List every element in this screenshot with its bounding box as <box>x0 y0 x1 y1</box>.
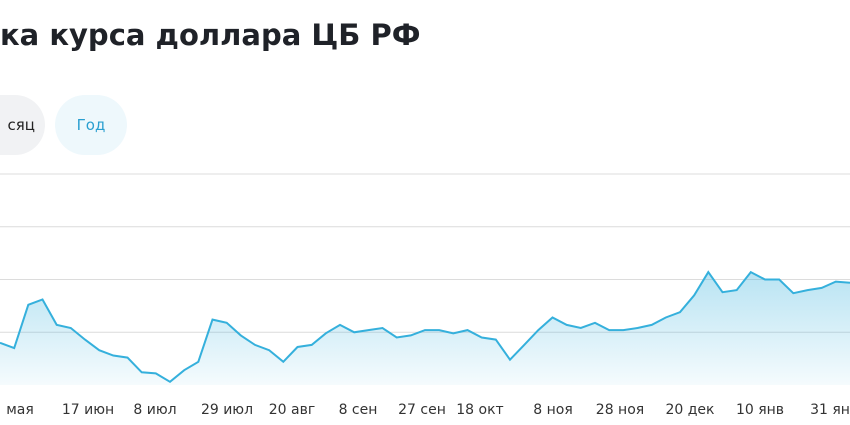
x-tick-label: 8 сен <box>339 402 378 418</box>
period-button[interactable]: Год <box>55 95 127 155</box>
x-tick-label: 8 ноя <box>533 402 573 418</box>
x-tick-label: 8 июл <box>133 402 176 418</box>
x-tick-label: 20 авг <box>269 402 315 418</box>
x-tick-label: 17 июн <box>62 402 114 418</box>
rate-line <box>0 270 850 384</box>
x-tick-label: мая <box>6 402 34 418</box>
x-tick-label: 29 июл <box>201 402 253 418</box>
x-tick-label: 27 сен <box>398 402 446 418</box>
x-tick-label: 28 ноя <box>596 402 644 418</box>
x-tick-label: 10 янв <box>736 402 784 418</box>
x-tick-label: 31 ян <box>810 402 850 418</box>
x-tick-label: 18 окт <box>456 402 503 418</box>
area-fill <box>0 272 850 385</box>
page-title: ка курса доллара ЦБ РФ <box>0 18 421 52</box>
x-tick-label: 20 дек <box>665 402 714 418</box>
